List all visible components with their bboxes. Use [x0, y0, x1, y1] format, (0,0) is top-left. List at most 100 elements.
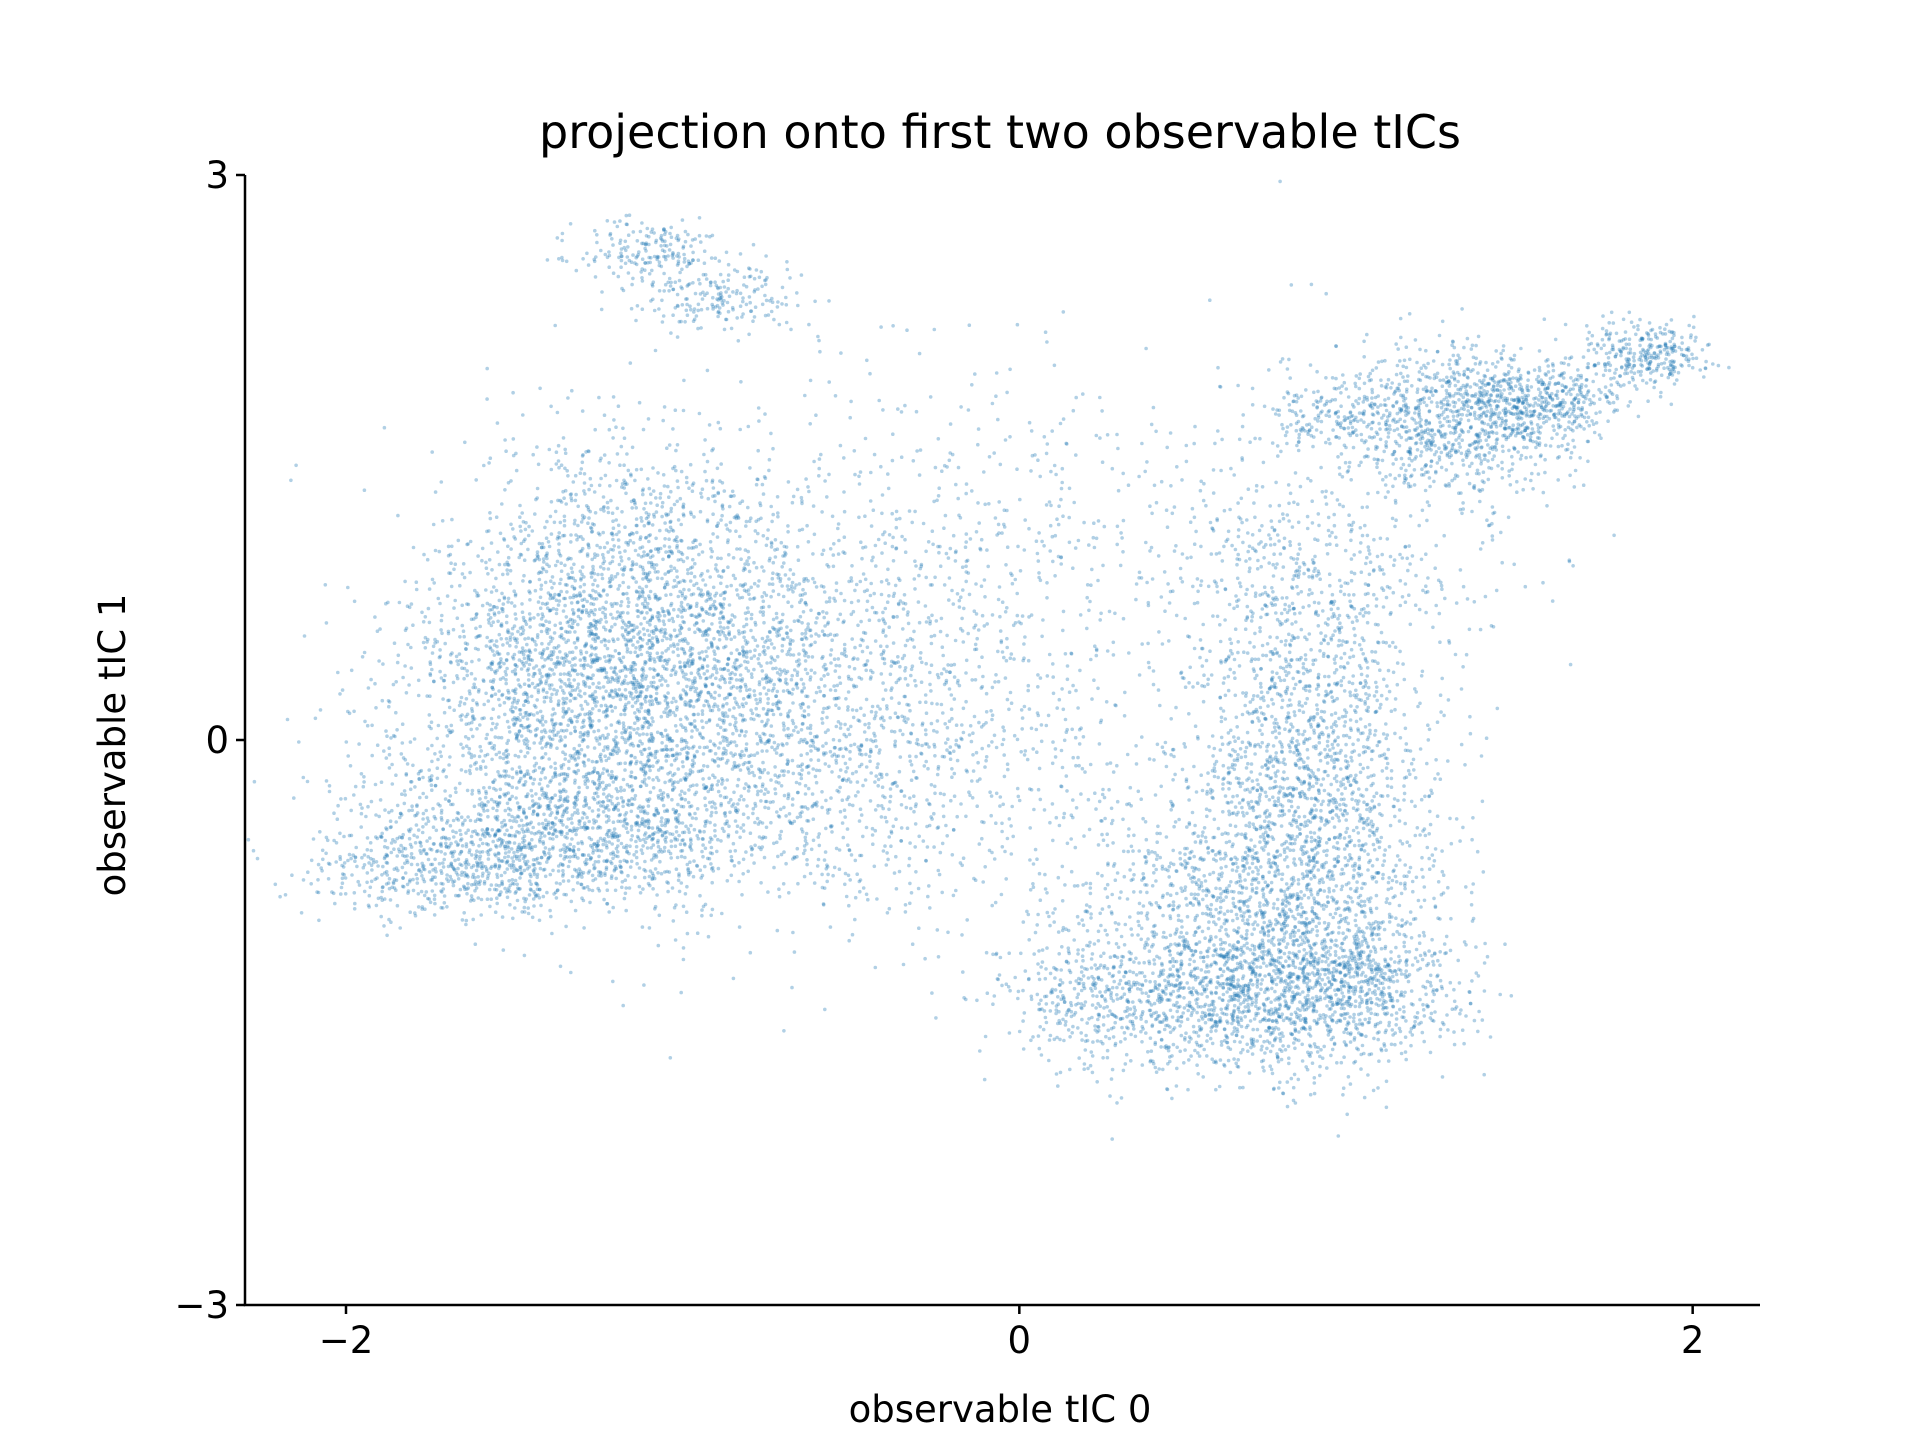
scatter-point [680, 552, 685, 557]
scatter-point [799, 728, 804, 732]
scatter-point [687, 588, 691, 592]
scatter-point [569, 492, 573, 496]
scatter-point [480, 841, 485, 846]
scatter-point [723, 811, 727, 815]
scatter-point [645, 628, 650, 633]
scatter-point [601, 530, 605, 535]
scatter-point [778, 836, 782, 841]
scatter-point [741, 812, 746, 816]
scatter-point [785, 758, 790, 762]
scatter-point [592, 633, 597, 637]
scatter-point [442, 901, 447, 905]
scatter-point [602, 787, 606, 792]
scatter-point [554, 598, 559, 603]
scatter-point [593, 646, 597, 651]
scatter-point [568, 650, 572, 655]
scatter-point [741, 829, 746, 833]
scatter-point [719, 581, 723, 586]
scatter-point [581, 604, 586, 609]
scatter-point [518, 515, 522, 519]
scatter-point [503, 832, 507, 837]
scatter-point [656, 550, 661, 554]
scatter-point [611, 749, 616, 753]
scatter-point [812, 532, 817, 537]
scatter-point [589, 571, 593, 575]
scatter-point [591, 796, 596, 800]
scatter-point [679, 538, 683, 543]
scatter-point [587, 487, 591, 492]
scatter-point [743, 567, 747, 571]
scatter-point [586, 543, 591, 547]
scatter-point [394, 820, 399, 824]
scatter-point [654, 536, 658, 541]
scatter-point [675, 707, 679, 712]
scatter-point [837, 775, 841, 779]
scatter-point [749, 516, 753, 520]
scatter-point [717, 659, 721, 664]
scatter-point [601, 610, 605, 615]
scatter-point [849, 600, 854, 605]
scatter-point [654, 563, 659, 567]
scatter-point [617, 651, 622, 656]
scatter-point [729, 686, 734, 690]
scatter-point [490, 661, 494, 666]
scatter-point [616, 762, 621, 766]
scatter-point [543, 580, 548, 585]
scatter-point [471, 917, 476, 922]
scatter-point [961, 856, 966, 860]
scatter-point [601, 685, 606, 689]
scatter-point [746, 869, 750, 874]
scatter-point [570, 388, 574, 393]
scatter-point [583, 798, 588, 802]
scatter-point [611, 533, 615, 537]
scatter-point [526, 636, 531, 640]
scatter-point [674, 448, 678, 453]
scatter-point [487, 461, 491, 465]
scatter-point [619, 865, 623, 869]
scatter-point [559, 577, 563, 582]
scatter-point [705, 669, 710, 673]
scatter-point [637, 709, 642, 714]
scatter-point [650, 753, 654, 758]
scatter-point [691, 874, 696, 879]
scatter-point [451, 829, 455, 833]
scatter-point [847, 665, 852, 669]
scatter-point [667, 554, 671, 559]
scatter-point [571, 595, 576, 600]
scatter-point [636, 680, 640, 685]
scatter-point [415, 803, 419, 807]
scatter-point [665, 869, 669, 874]
scatter-point [453, 786, 458, 791]
scatter-point [766, 528, 770, 532]
scatter-point [687, 627, 691, 631]
scatter-point [684, 672, 688, 677]
scatter-point [313, 716, 318, 721]
scatter-point [630, 575, 635, 580]
scatter-point [516, 629, 520, 634]
scatter-point [556, 644, 561, 648]
scatter-point [556, 703, 561, 707]
scatter-point [680, 669, 684, 673]
scatter-point [318, 830, 322, 834]
scatter-point [599, 307, 604, 312]
scatter-point [626, 620, 631, 625]
scatter-point [677, 833, 681, 838]
scatter-point [482, 702, 487, 707]
scatter-point [697, 655, 702, 660]
scatter-point [392, 847, 396, 851]
scatter-point [522, 656, 527, 661]
scatter-point [550, 683, 554, 687]
scatter-point [693, 754, 697, 759]
scatter-point [427, 870, 432, 874]
scatter-point [823, 850, 828, 854]
scatter-point [805, 858, 809, 862]
scatter-point [794, 725, 798, 729]
scatter-point [616, 587, 620, 591]
scatter-point [535, 718, 540, 722]
scatter-point [671, 427, 675, 431]
scatter-point [658, 788, 663, 793]
scatter-point [622, 463, 626, 468]
scatter-point [340, 876, 345, 881]
scatter-point [566, 864, 571, 869]
scatter-point [728, 620, 732, 625]
